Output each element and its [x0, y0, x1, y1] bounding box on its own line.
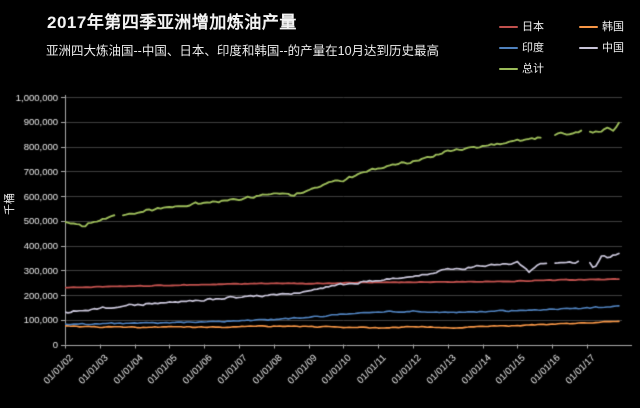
legend-item-china: 中国 — [579, 41, 639, 55]
legend-item-korea: 韩国 — [579, 20, 639, 34]
chart-legend: 日本 韩国 印度 中国 总计 — [499, 20, 639, 76]
legend-label-japan: 日本 — [522, 21, 544, 33]
legend-label-india: 印度 — [522, 42, 544, 54]
legend-line-swatch-india — [499, 47, 518, 49]
y-axis-title: 千桶 — [4, 193, 16, 215]
legend-line-swatch-japan — [499, 26, 518, 28]
legend-item-japan: 日本 — [499, 20, 575, 34]
legend-label-total: 总计 — [522, 63, 544, 75]
chart-title: 2017年第四季亚洲增加炼油产量 — [47, 13, 297, 32]
legend-line-swatch-total — [499, 68, 518, 70]
legend-item-total: 总计 — [499, 62, 575, 76]
legend-label-korea: 韩国 — [602, 21, 624, 33]
legend-line-swatch-korea — [579, 26, 598, 28]
legend-label-china: 中国 — [602, 42, 624, 54]
legend-item-india: 印度 — [499, 41, 575, 55]
legend-line-swatch-china — [579, 47, 598, 49]
chart-subtitle: 亚洲四大炼油国--中国、日本、印度和韩国--的产量在10月达到历史最高 — [46, 44, 440, 58]
